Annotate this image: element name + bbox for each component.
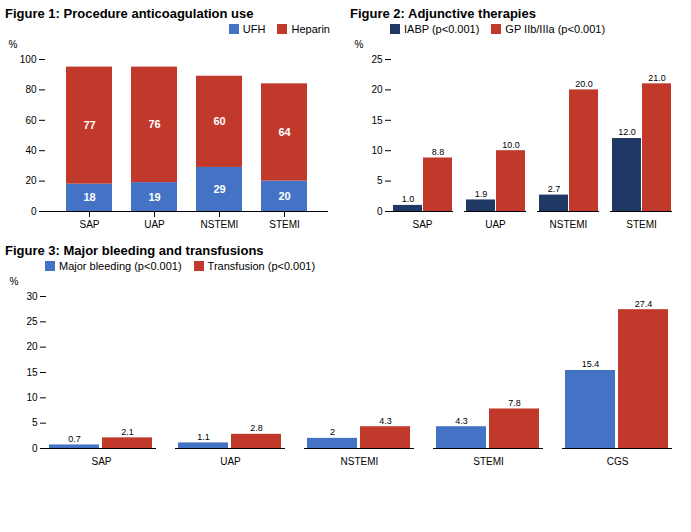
svg-text:1.9: 1.9 [475,189,488,199]
svg-text:0: 0 [32,443,38,454]
svg-text:10: 10 [26,392,38,403]
svg-text:20: 20 [26,341,38,352]
svg-text:1.1: 1.1 [197,432,210,442]
svg-text:60: 60 [213,115,225,127]
svg-text:7.8: 7.8 [508,398,521,408]
svg-text:UAP: UAP [220,456,241,467]
svg-text:0: 0 [31,206,37,217]
svg-text:UAP: UAP [144,219,165,230]
svg-text:10.0: 10.0 [502,140,520,150]
svg-text:30: 30 [26,291,38,302]
svg-text:0.7: 0.7 [68,434,81,444]
svg-text:20: 20 [25,175,37,186]
svg-text:25: 25 [371,54,383,65]
svg-text:STEMI: STEMI [626,219,657,230]
svg-text:20: 20 [278,190,290,202]
html-text:Figure 3: Major bleeding and t: Figure 3: Major bleeding and transfusion… [5,243,264,258]
svg-text:4.3: 4.3 [379,416,392,426]
svg-text:1.0: 1.0 [402,194,415,204]
svg-text:STEMI: STEMI [269,219,300,230]
html-text:IABP (p<0.001): IABP (p<0.001) [404,23,480,35]
svg-text:0: 0 [377,206,383,217]
html-text:GP IIb/IIIa (p<0.001): GP IIb/IIIa (p<0.001) [505,23,606,35]
svg-text:100: 100 [20,54,37,65]
svg-text:25: 25 [26,316,38,327]
svg-text:40: 40 [25,145,37,156]
svg-text:60: 60 [25,115,37,126]
svg-text:NSTEMI: NSTEMI [201,219,239,230]
svg-text:STEMI: STEMI [473,456,504,467]
svg-text:76: 76 [148,118,160,130]
svg-text:NSTEMI: NSTEMI [341,456,379,467]
svg-text:29: 29 [213,183,225,195]
svg-text:NSTEMI: NSTEMI [550,219,588,230]
svg-text:4.3: 4.3 [455,416,468,426]
svg-text:20.0: 20.0 [575,79,593,89]
svg-text:5: 5 [377,175,383,186]
svg-text:SAP: SAP [91,456,111,467]
svg-text:2.7: 2.7 [548,184,561,194]
svg-text:UAP: UAP [485,219,506,230]
svg-text:77: 77 [83,119,95,131]
html-text:Figure 2: Adjunctive therapies: Figure 2: Adjunctive therapies [350,6,536,21]
svg-text:20: 20 [371,84,383,95]
svg-text:12.0: 12.0 [618,127,636,137]
svg-text:27.4: 27.4 [635,299,653,309]
svg-text:CGS: CGS [607,456,629,467]
svg-text:%: % [10,276,19,287]
html-text:Major bleeding (p<0.001): Major bleeding (p<0.001) [59,260,182,272]
svg-text:2.8: 2.8 [250,423,263,433]
svg-text:64: 64 [278,126,291,138]
svg-text:8.8: 8.8 [432,147,445,157]
svg-text:10: 10 [371,145,383,156]
svg-text:5: 5 [32,417,38,428]
svg-text:21.0: 21.0 [648,73,666,83]
svg-text:SAP: SAP [79,219,99,230]
html-text:Transfusion (p<0.001): Transfusion (p<0.001) [207,260,316,272]
html-text:UFH: UFH [242,23,266,35]
svg-text:%: % [355,39,364,50]
svg-text:15: 15 [26,367,38,378]
svg-text:15.4: 15.4 [582,359,600,369]
svg-text:%: % [9,39,18,50]
svg-text:SAP: SAP [412,219,432,230]
svg-text:15: 15 [371,115,383,126]
html-text:Heparin: Heparin [291,23,330,35]
svg-text:2.1: 2.1 [121,427,134,437]
svg-text:2: 2 [330,427,335,437]
svg-text:80: 80 [25,84,37,95]
svg-text:19: 19 [148,191,160,203]
html-text:Figure 1: Procedure anticoagul: Figure 1: Procedure anticoagulation use [5,6,254,21]
svg-text:18: 18 [83,191,95,203]
